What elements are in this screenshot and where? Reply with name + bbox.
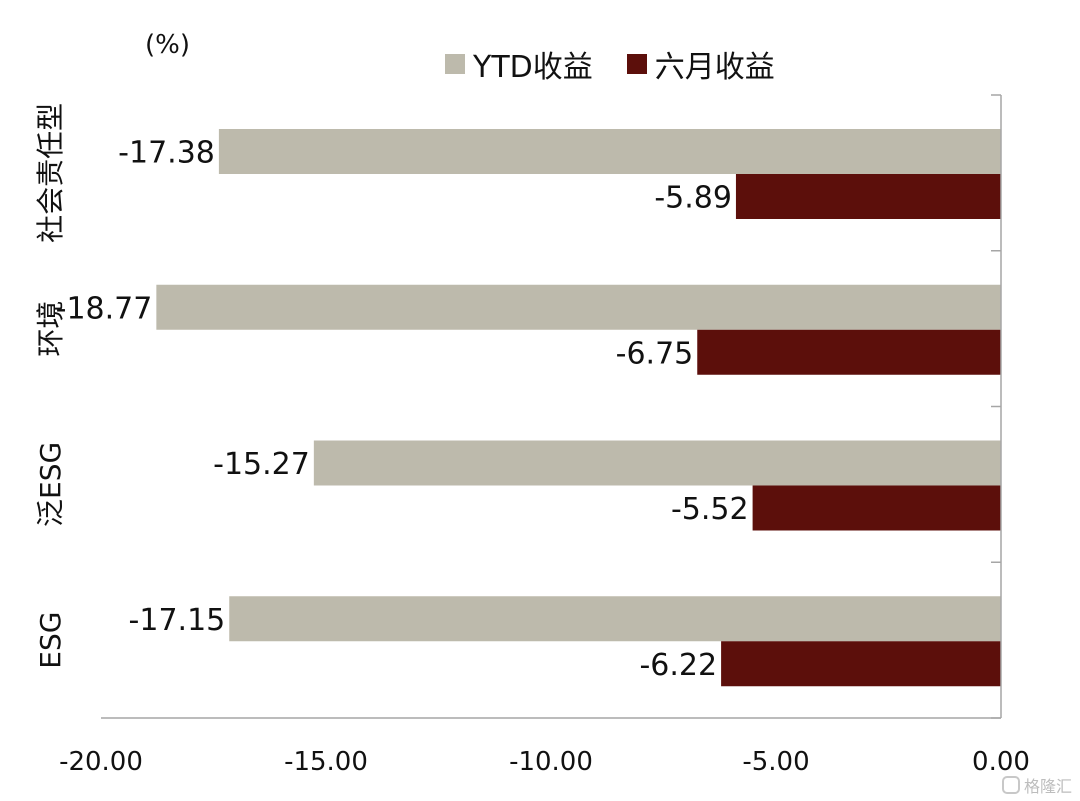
x-tick-label: -10.00 xyxy=(509,747,593,777)
watermark: 格隆汇 xyxy=(1001,773,1072,797)
legend-item-june: 六月收益 xyxy=(626,42,775,86)
x-tick-label: -20.00 xyxy=(59,747,143,777)
bar-june xyxy=(721,641,1001,687)
bar-june xyxy=(752,485,1001,531)
legend-item-ytd: YTD收益 xyxy=(445,42,593,86)
legend: YTD收益 六月收益 xyxy=(445,42,809,86)
data-label: -6.22 xyxy=(639,648,717,683)
bar-ytd xyxy=(313,440,1002,486)
legend-swatch-ytd xyxy=(445,54,465,74)
x-tick-label: 0.00 xyxy=(972,747,1030,777)
data-label: -17.38 xyxy=(118,136,215,171)
watermark-text: 格隆汇 xyxy=(1023,777,1072,796)
x-tick-label: -15.00 xyxy=(284,747,368,777)
legend-label-ytd: YTD收益 xyxy=(473,50,593,85)
bar-june xyxy=(735,174,1001,219)
bar-june xyxy=(697,329,1001,375)
category-label: 社会责任型 xyxy=(34,103,67,243)
data-label: -18.77 xyxy=(56,291,153,326)
data-label: -5.52 xyxy=(671,492,749,527)
unit-label: (%) xyxy=(145,30,190,60)
data-label: -6.75 xyxy=(616,336,694,371)
bar-ytd xyxy=(156,284,1002,330)
category-label: ESG xyxy=(34,612,67,669)
data-label: -17.15 xyxy=(129,603,226,638)
bar-ytd xyxy=(218,129,1001,174)
legend-label-june: 六月收益 xyxy=(654,50,775,85)
bar-ytd xyxy=(229,596,1001,642)
legend-swatch-june xyxy=(626,54,647,74)
data-label: -15.27 xyxy=(213,447,310,482)
gelonghui-logo-icon xyxy=(1001,776,1020,794)
x-tick-label: -5.00 xyxy=(742,747,809,777)
category-label: 环境 xyxy=(34,301,67,357)
category-label: 泛ESG xyxy=(34,442,67,527)
data-label: -5.89 xyxy=(654,181,732,216)
